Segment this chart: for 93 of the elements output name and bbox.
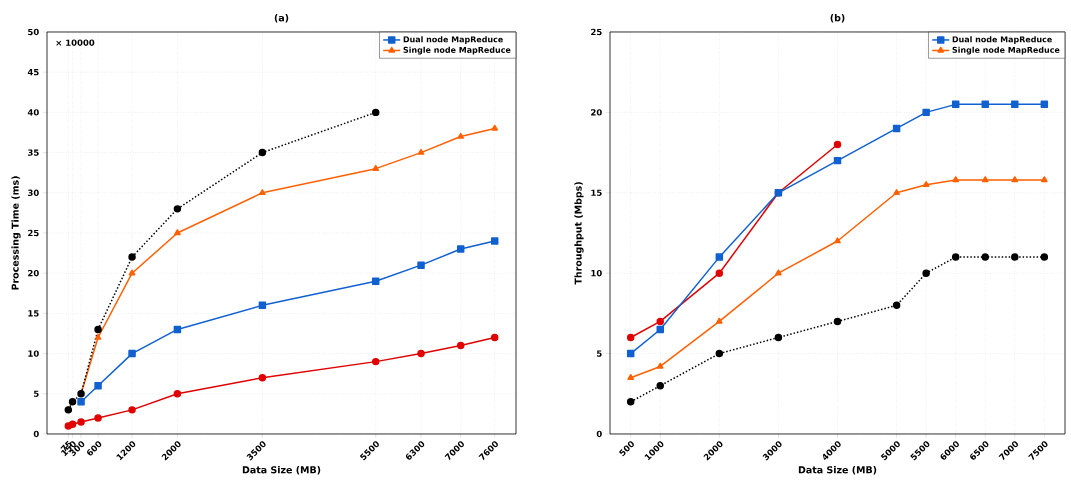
point bbox=[258, 373, 267, 382]
point bbox=[656, 317, 664, 326]
point bbox=[173, 390, 182, 398]
point bbox=[174, 229, 181, 236]
point bbox=[893, 189, 900, 196]
point bbox=[952, 176, 960, 183]
y-tick-label: 45 bbox=[27, 69, 39, 76]
y-tick-label: 0 bbox=[596, 430, 602, 438]
point bbox=[371, 277, 380, 285]
point bbox=[922, 181, 930, 187]
point bbox=[490, 333, 499, 342]
point bbox=[457, 132, 465, 139]
point bbox=[77, 418, 85, 426]
point bbox=[1011, 253, 1019, 261]
point bbox=[715, 349, 724, 358]
point bbox=[68, 420, 77, 429]
y-tick-label: 15 bbox=[591, 189, 602, 196]
point bbox=[490, 237, 499, 245]
chart-title: (a) bbox=[274, 14, 289, 23]
point bbox=[627, 373, 635, 380]
y-tick-label: 25 bbox=[591, 28, 602, 36]
point bbox=[371, 357, 380, 366]
y-tick-label: 5 bbox=[597, 350, 602, 357]
point bbox=[1040, 253, 1049, 261]
point bbox=[417, 261, 425, 269]
point bbox=[258, 301, 267, 310]
point bbox=[715, 253, 724, 261]
point bbox=[775, 269, 782, 276]
point bbox=[774, 333, 783, 342]
point bbox=[417, 349, 425, 358]
y-tick-label: 15 bbox=[28, 310, 39, 317]
y-axis-title: Processing Time (ms) bbox=[11, 176, 21, 290]
point bbox=[656, 325, 664, 334]
point bbox=[128, 349, 136, 358]
y-tick-label: 20 bbox=[28, 269, 39, 277]
point bbox=[1040, 176, 1048, 183]
point bbox=[173, 325, 182, 334]
point bbox=[456, 341, 465, 350]
point bbox=[173, 205, 182, 213]
point bbox=[258, 148, 267, 157]
point bbox=[77, 398, 85, 406]
y-tick-label: 35 bbox=[28, 149, 39, 156]
point bbox=[94, 333, 102, 340]
y-tick-label: 50 bbox=[28, 28, 39, 36]
annotation: × 10000 bbox=[56, 39, 95, 46]
point bbox=[1011, 176, 1019, 183]
point bbox=[656, 362, 664, 369]
x-axis-title: Data Size (MB) bbox=[798, 466, 877, 475]
point bbox=[94, 325, 102, 334]
point bbox=[715, 317, 723, 324]
point bbox=[1011, 100, 1019, 109]
point bbox=[259, 189, 266, 196]
x-axis-title: Data Size (MB) bbox=[242, 466, 321, 475]
point bbox=[128, 269, 136, 276]
y-axis-title: Throughput (Mbps) bbox=[574, 182, 584, 285]
point bbox=[456, 245, 465, 253]
point bbox=[981, 176, 989, 183]
point bbox=[491, 124, 499, 131]
y-tick-label: 5 bbox=[34, 390, 39, 397]
point bbox=[94, 382, 102, 390]
point bbox=[94, 414, 102, 422]
point bbox=[922, 108, 930, 117]
point bbox=[417, 148, 425, 155]
y-tick-label: 25 bbox=[28, 229, 39, 237]
point bbox=[128, 253, 136, 261]
point bbox=[981, 100, 989, 109]
point bbox=[892, 124, 901, 133]
point bbox=[128, 406, 136, 414]
point bbox=[892, 301, 901, 310]
point bbox=[68, 398, 77, 406]
point bbox=[626, 333, 635, 342]
point bbox=[834, 237, 841, 244]
point bbox=[833, 156, 842, 165]
point bbox=[951, 100, 960, 109]
point bbox=[656, 382, 664, 390]
y-tick-label: 30 bbox=[28, 189, 39, 196]
point bbox=[626, 398, 635, 406]
point bbox=[715, 269, 724, 277]
point bbox=[1040, 100, 1049, 109]
point bbox=[922, 269, 930, 277]
y-tick-label: 0 bbox=[33, 430, 39, 438]
y-tick-label: 10 bbox=[591, 269, 602, 277]
point bbox=[626, 349, 635, 358]
point bbox=[951, 253, 960, 261]
chart-title: (b) bbox=[830, 14, 845, 23]
point bbox=[833, 317, 842, 326]
point bbox=[981, 253, 989, 261]
y-tick-label: 20 bbox=[591, 109, 602, 116]
point bbox=[371, 108, 380, 117]
y-tick-label: 10 bbox=[28, 350, 39, 357]
point bbox=[833, 140, 842, 149]
y-tick-label: 40 bbox=[27, 109, 39, 116]
point bbox=[372, 164, 380, 171]
